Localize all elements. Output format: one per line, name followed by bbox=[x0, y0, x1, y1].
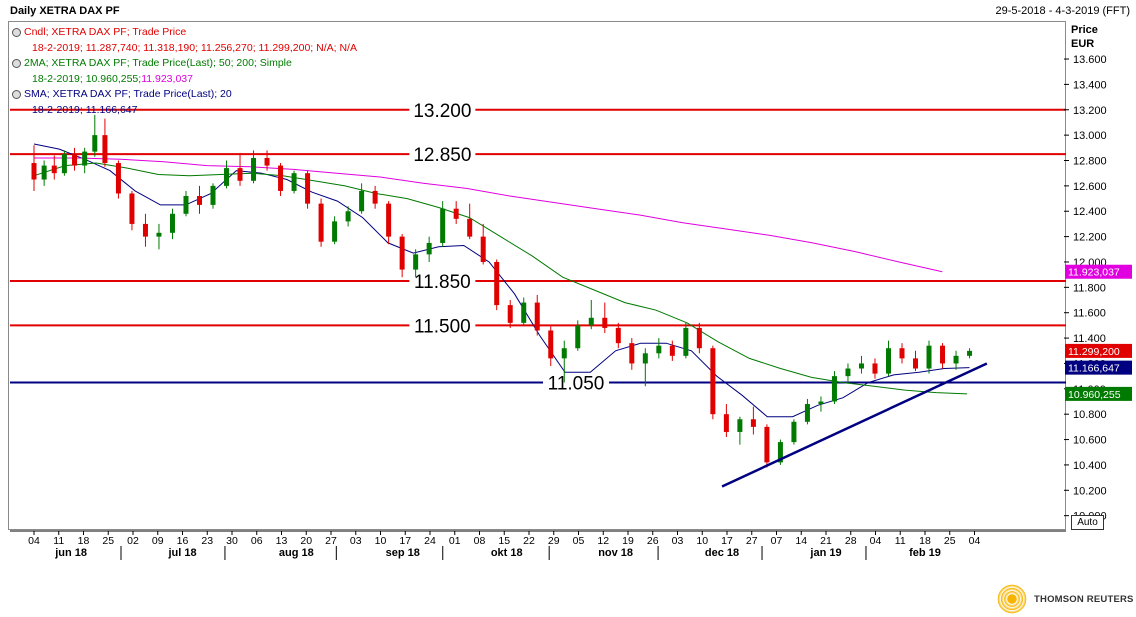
price-tag-label: 11.299,200 bbox=[1068, 346, 1120, 358]
month-label: sep 18 bbox=[386, 547, 420, 559]
y-tick-label: 13.600 bbox=[1073, 54, 1107, 66]
x-tick-label: 06 bbox=[251, 535, 263, 547]
x-tick-label: 18 bbox=[78, 535, 90, 547]
x-tick-label: 25 bbox=[102, 535, 114, 547]
x-tick-label: 26 bbox=[647, 535, 659, 547]
thomson-reuters-logo-icon bbox=[996, 583, 1028, 615]
price-tag-label: 11.166,647 bbox=[1068, 363, 1120, 375]
x-tick-label: 13 bbox=[276, 535, 288, 547]
price-tag bbox=[1065, 264, 1132, 279]
y-tick-label: 12.000 bbox=[1073, 257, 1107, 269]
chart-title: Daily XETRA DAX PF bbox=[10, 5, 120, 17]
y-tick-label: 10.400 bbox=[1073, 460, 1107, 472]
x-tick-label: 03 bbox=[672, 535, 684, 547]
clock-icon[interactable] bbox=[12, 28, 21, 38]
y-tick-label: 13.000 bbox=[1073, 130, 1107, 142]
x-tick-label: 05 bbox=[573, 535, 585, 547]
x-tick-label: 27 bbox=[746, 535, 758, 547]
x-tick-label: 29 bbox=[548, 535, 560, 547]
x-tick-label: 11 bbox=[895, 535, 906, 547]
y-tick-label: 12.800 bbox=[1073, 156, 1107, 168]
y-tick-label: 11.600 bbox=[1073, 308, 1106, 320]
legend-candle-label: Cndl; XETRA DAX PF; Trade Price bbox=[24, 26, 187, 38]
x-tick-label: 20 bbox=[300, 535, 312, 547]
legend-candle: Cndl; XETRA DAX PF; Trade Price bbox=[12, 25, 357, 41]
x-tick-label: 27 bbox=[325, 535, 337, 547]
x-tick-label: 24 bbox=[424, 535, 436, 547]
y-tick-label: 10.600 bbox=[1073, 435, 1107, 447]
x-tick-label: 14 bbox=[795, 535, 807, 547]
y-tick-label: 12.400 bbox=[1073, 206, 1107, 218]
auto-scale-button[interactable]: Auto bbox=[1071, 515, 1104, 530]
price-tag-label: 11.923,037 bbox=[1068, 267, 1120, 279]
legend-2ma-values: 18-2-2019; 10.960,255; 11.923,037 bbox=[12, 72, 357, 88]
x-tick-label: 12 bbox=[597, 535, 609, 547]
x-tick-label: 08 bbox=[474, 535, 486, 547]
brand-name: THOMSON REUTERS bbox=[1034, 593, 1134, 605]
x-tick-label: 04 bbox=[969, 535, 981, 547]
x-tick-label: 28 bbox=[845, 535, 857, 547]
x-tick-label: 21 bbox=[820, 535, 832, 547]
x-tick-label: 18 bbox=[919, 535, 931, 547]
clock-icon[interactable] bbox=[12, 59, 21, 69]
x-tick-label: 22 bbox=[523, 535, 535, 547]
y-tick-label: 13.200 bbox=[1073, 105, 1107, 117]
y-tick-label: 13.400 bbox=[1073, 79, 1107, 91]
x-tick-label: 03 bbox=[350, 535, 362, 547]
chart-legend: Cndl; XETRA DAX PF; Trade Price 18-2-201… bbox=[12, 25, 357, 118]
y-tick-label: 12.200 bbox=[1073, 232, 1107, 244]
x-tick-label: 23 bbox=[201, 535, 213, 547]
thomson-reuters-logo: THOMSON REUTERS bbox=[996, 583, 1134, 615]
y-tick-label: 12.600 bbox=[1073, 181, 1107, 193]
x-tick-label: 17 bbox=[399, 535, 411, 547]
month-label: nov 18 bbox=[598, 547, 633, 559]
x-tick-label: 10 bbox=[696, 535, 708, 547]
x-tick-label: 19 bbox=[622, 535, 634, 547]
legend-2ma-label: 2MA; XETRA DAX PF; Trade Price(Last); 50… bbox=[24, 57, 292, 69]
month-label: feb 19 bbox=[909, 547, 941, 559]
legend-sma-values: 18-2-2019; 11.166,647 bbox=[32, 103, 138, 116]
month-label: aug 18 bbox=[279, 547, 314, 559]
price-tag bbox=[1065, 386, 1132, 401]
x-tick-label: 11 bbox=[53, 535, 64, 547]
month-label: jun 18 bbox=[54, 547, 87, 559]
x-tick-label: 09 bbox=[152, 535, 164, 547]
month-label: okt 18 bbox=[491, 547, 523, 559]
clock-icon[interactable] bbox=[12, 90, 21, 100]
month-label: jan 19 bbox=[809, 547, 841, 559]
legend-sma: SMA; XETRA DAX PF; Trade Price(Last); 20 bbox=[12, 87, 357, 103]
legend-sma-label: SMA; XETRA DAX PF; Trade Price(Last); 20 bbox=[24, 88, 232, 100]
x-tick-label: 10 bbox=[375, 535, 387, 547]
y-axis-title: Price bbox=[1071, 24, 1098, 36]
y-tick-label: 11.000 bbox=[1073, 384, 1106, 396]
y-axis-unit: EUR bbox=[1071, 38, 1094, 50]
legend-2ma-values-200: 11.923,037 bbox=[141, 72, 193, 85]
y-tick-label: 11.800 bbox=[1073, 282, 1106, 294]
x-tick-label: 02 bbox=[127, 535, 139, 547]
y-tick-label: 11.200 bbox=[1073, 358, 1106, 370]
y-tick-label: 10.800 bbox=[1073, 409, 1107, 421]
x-tick-label: 04 bbox=[28, 535, 40, 547]
x-tick-label: 25 bbox=[944, 535, 956, 547]
x-tick-label: 07 bbox=[771, 535, 783, 547]
price-tag bbox=[1065, 360, 1132, 375]
month-label: dec 18 bbox=[705, 547, 739, 559]
x-tick-label: 04 bbox=[870, 535, 882, 547]
price-tag-label: 10.960,255 bbox=[1068, 389, 1121, 401]
legend-2ma-values-50: 18-2-2019; 10.960,255; bbox=[32, 72, 142, 85]
price-tag bbox=[1065, 343, 1132, 358]
x-tick-label: 17 bbox=[721, 535, 733, 547]
month-label: jul 18 bbox=[167, 547, 196, 559]
legend-2ma: 2MA; XETRA DAX PF; Trade Price(Last); 50… bbox=[12, 56, 357, 72]
x-tick-label: 16 bbox=[177, 535, 189, 547]
legend-candle-values: 18-2-2019; 11.287,740; 11.318,190; 11.25… bbox=[32, 41, 357, 54]
y-tick-label: 10.200 bbox=[1073, 485, 1107, 497]
x-tick-label: 15 bbox=[498, 535, 510, 547]
y-tick-label: 11.400 bbox=[1073, 333, 1106, 345]
date-range: 29-5-2018 - 4-3-2019 (FFT) bbox=[995, 5, 1131, 17]
x-tick-label: 01 bbox=[449, 535, 461, 547]
x-tick-label: 30 bbox=[226, 535, 238, 547]
